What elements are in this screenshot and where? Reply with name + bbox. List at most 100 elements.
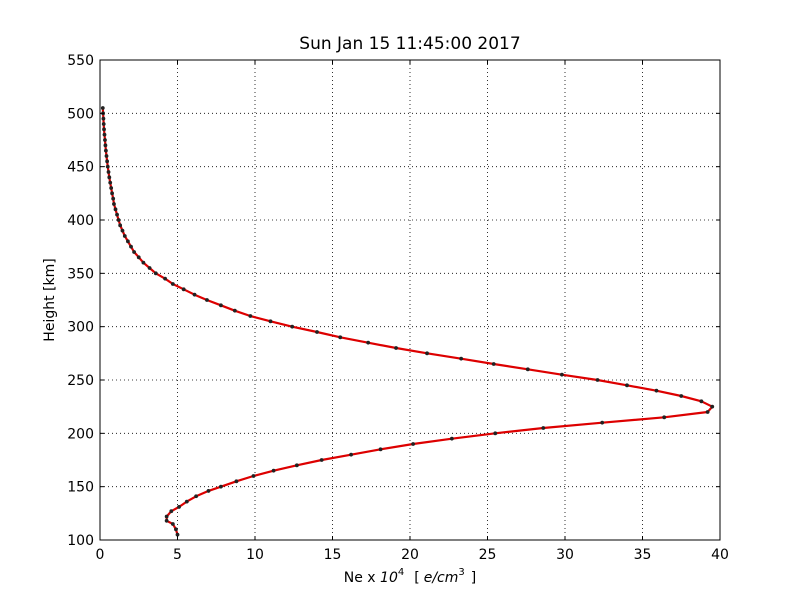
data-point	[105, 159, 110, 164]
data-point	[136, 255, 141, 260]
y-axis-label: Height [km]	[42, 258, 58, 341]
data-point	[111, 196, 116, 201]
data-point	[177, 505, 181, 509]
data-point	[105, 164, 110, 169]
x-axis-label: Ne x 104 [ e/cm3]	[344, 567, 476, 586]
data-point	[175, 532, 180, 537]
data-point	[116, 218, 121, 222]
data-point	[103, 143, 108, 148]
x-tick-label: 5	[173, 547, 182, 563]
data-point	[102, 132, 107, 137]
data-point	[122, 234, 127, 238]
y-tick-label: 150	[67, 480, 94, 496]
data-point	[378, 447, 383, 452]
data-point	[103, 148, 108, 153]
data-point	[425, 351, 429, 356]
data-point	[194, 494, 199, 499]
data-point	[100, 106, 105, 110]
data-point	[251, 474, 256, 478]
data-point	[294, 463, 299, 468]
y-tick-label: 350	[67, 266, 94, 282]
x-tick-label: 0	[96, 547, 105, 563]
data-point	[164, 518, 169, 523]
data-point	[106, 170, 111, 174]
data-point	[126, 239, 130, 244]
data-point	[459, 356, 464, 361]
y-tick-label: 100	[67, 533, 94, 549]
data-point	[141, 260, 146, 265]
x-axis-label-unit: e/cm	[424, 570, 459, 586]
data-point	[104, 154, 109, 158]
data-point	[560, 372, 564, 377]
data-point	[206, 489, 211, 493]
x-axis-label-exp: 4	[398, 567, 404, 578]
data-point	[101, 116, 106, 121]
data-point	[595, 378, 600, 382]
data-point	[132, 250, 137, 254]
chart-title: Sun Jan 15 11:45:00 2017	[299, 34, 520, 54]
data-point	[232, 308, 237, 313]
data-point	[219, 484, 223, 489]
data-point	[115, 212, 119, 217]
data-point	[129, 244, 133, 249]
data-point	[449, 436, 454, 441]
data-point	[109, 186, 114, 190]
grid-lines	[100, 60, 720, 540]
x-tick-label: 10	[246, 547, 264, 563]
y-tick-label: 300	[67, 320, 94, 336]
data-point	[120, 228, 125, 233]
x-axis-label-unit-close: ]	[471, 570, 476, 586]
x-tick-label: 30	[556, 547, 574, 563]
data-point	[205, 298, 209, 302]
data-point	[654, 388, 659, 393]
y-tick-label: 550	[67, 53, 94, 69]
data-point	[338, 335, 343, 340]
data-point	[541, 426, 546, 430]
data-point	[107, 175, 112, 180]
data-point	[170, 282, 175, 286]
y-tick-label: 400	[67, 213, 94, 229]
data-point	[101, 122, 106, 126]
data-point	[219, 303, 223, 308]
series-line	[101, 107, 714, 536]
data-point	[147, 266, 152, 270]
data-point	[662, 415, 667, 420]
y-tick-label: 200	[67, 426, 94, 442]
data-point	[525, 367, 530, 372]
data-point	[271, 468, 276, 473]
data-point	[315, 330, 319, 334]
data-point	[366, 340, 371, 345]
data-point	[113, 207, 118, 212]
x-axis-label-base: 10	[380, 570, 398, 586]
data-point	[163, 276, 168, 281]
data-point	[625, 383, 629, 388]
x-axis-label-prefix: Ne x	[344, 570, 380, 586]
data-point	[170, 522, 175, 526]
data-point	[118, 223, 123, 228]
data-point	[184, 499, 189, 504]
data-point	[164, 514, 169, 519]
data-point	[102, 127, 106, 132]
x-tick-label: 20	[401, 547, 419, 563]
data-point	[108, 180, 113, 185]
axis-ticks: 0 5 10 15 20 25 30 35 40 100 150 200 250 300 350 400 450…	[67, 53, 729, 563]
data-point	[493, 431, 498, 436]
data-point	[192, 292, 197, 297]
y-tick-label: 450	[67, 160, 94, 176]
data-point	[169, 509, 174, 514]
x-tick-label: 25	[479, 547, 497, 563]
data-point	[705, 410, 710, 414]
data-point	[234, 479, 239, 484]
data-point	[411, 442, 415, 446]
data-point	[679, 394, 684, 398]
data-point	[103, 138, 107, 142]
y-tick-label: 250	[67, 373, 94, 389]
data-point	[491, 362, 496, 366]
series-group	[100, 106, 715, 537]
x-axis-label-unit-open: [	[414, 570, 419, 586]
data-point	[112, 202, 116, 206]
data-point	[174, 527, 178, 532]
x-axis-label-unit-exp: 3	[458, 567, 464, 578]
